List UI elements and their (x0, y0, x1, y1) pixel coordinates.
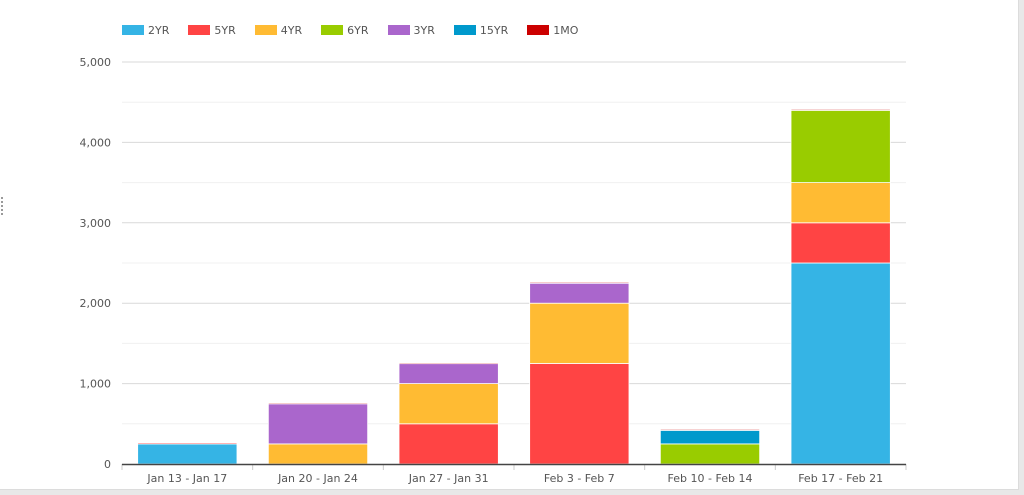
y-tick-label: 4,000 (80, 136, 112, 149)
x-tick-label: Feb 3 - Feb 7 (544, 472, 615, 485)
legend-label: 15YR (479, 23, 509, 37)
x-tick-label: Jan 27 - Jan 31 (408, 472, 489, 485)
resize-handle[interactable] (0, 197, 4, 217)
x-tick-label: Feb 17 - Feb 21 (798, 472, 883, 485)
legend-swatch (122, 25, 144, 35)
y-tick-label: 2,000 (80, 297, 112, 310)
legend-item[interactable]: 3YR (387, 23, 435, 37)
bar-segment[interactable] (790, 182, 891, 224)
bar-segment[interactable] (659, 429, 761, 445)
legend-item[interactable]: 1MO (527, 24, 578, 37)
bar-segment[interactable] (137, 442, 238, 445)
bar-segment[interactable] (659, 443, 761, 465)
chart-legend: 2YR 5YR 4YR 6YR 3YR 15YR 1MO (122, 22, 597, 38)
legend-item[interactable]: 15YR (453, 23, 509, 37)
y-tick-label: 3,000 (80, 217, 112, 230)
legend-swatch (321, 25, 344, 35)
y-tick-label: 0 (104, 458, 111, 471)
bar-segment[interactable] (790, 109, 891, 183)
bar-segment[interactable] (267, 403, 369, 445)
bar-segment[interactable] (529, 282, 630, 304)
legend-label: 6YR (347, 23, 369, 37)
bar-segment[interactable] (267, 443, 369, 465)
legend-item[interactable]: 4YR (254, 23, 303, 37)
legend-swatch (254, 25, 277, 35)
bar-segment[interactable] (790, 222, 891, 264)
bar-segment[interactable] (398, 363, 499, 385)
legend-swatch (387, 25, 410, 35)
legend-item[interactable]: 2YR (122, 24, 169, 37)
bar-segment[interactable] (790, 109, 891, 111)
legend-item[interactable]: 6YR (321, 23, 369, 37)
y-tick-label: 1,000 (80, 378, 112, 391)
x-tick-label: Feb 10 - Feb 14 (668, 472, 753, 485)
bar-segment[interactable] (398, 383, 499, 425)
bar-segment[interactable] (529, 363, 630, 465)
legend-swatch (188, 25, 211, 35)
legend-item[interactable]: 5YR (188, 23, 236, 37)
bar-segment[interactable] (398, 362, 499, 365)
legend-swatch (527, 25, 550, 35)
y-tick-label: 5,000 (80, 56, 112, 69)
bar-segment[interactable] (659, 429, 761, 431)
x-tick-label: Jan 20 - Jan 24 (277, 472, 358, 485)
legend-label: 3YR (413, 23, 435, 37)
bar-segment[interactable] (529, 281, 630, 284)
bar-segment[interactable] (398, 423, 499, 465)
legend-label: 2YR (148, 23, 170, 37)
legend-swatch (453, 25, 476, 35)
x-tick-label: Jan 13 - Jan 17 (146, 472, 227, 485)
legend-label: 5YR (214, 23, 236, 37)
bar-segment[interactable] (790, 262, 891, 465)
legend-label: 4YR (280, 23, 303, 37)
legend-label: 1MO (553, 23, 579, 37)
bar-segment[interactable] (267, 402, 369, 405)
bar-segment[interactable] (529, 302, 630, 364)
bar-segment[interactable] (137, 443, 238, 465)
